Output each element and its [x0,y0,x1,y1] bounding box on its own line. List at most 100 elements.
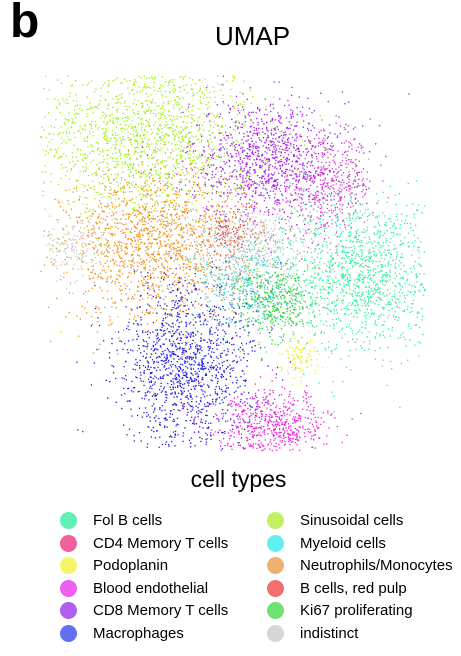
umap-point [249,220,251,222]
umap-point [176,249,179,252]
umap-point [148,176,151,178]
umap-point [279,161,281,163]
umap-point [194,173,197,175]
umap-point [283,156,285,158]
umap-point [181,236,183,239]
umap-point [305,208,307,210]
umap-point [140,187,142,189]
umap-point [243,109,245,111]
umap-point [95,88,97,90]
umap-point [106,242,108,244]
umap-point [104,113,106,115]
umap-point [77,160,79,162]
umap-point [165,121,167,123]
umap-point [113,263,116,265]
umap-point [122,127,124,129]
umap-point [180,227,182,229]
umap-point [369,278,371,280]
umap-point [281,140,284,142]
umap-point [311,125,314,127]
umap-point [206,159,208,161]
umap-point [173,242,175,244]
umap-point [331,223,333,225]
umap-point [155,319,158,321]
umap-point [165,125,167,127]
umap-point [144,208,147,210]
umap-point [299,111,302,113]
umap-point [169,92,171,94]
umap-point [270,143,272,145]
umap-point [409,339,411,341]
umap-point [216,210,218,212]
umap-point [155,170,157,172]
umap-point [380,230,382,232]
umap-point [197,190,199,193]
umap-point [86,217,88,219]
umap-point [163,116,166,118]
umap-point [245,266,247,268]
umap-point [205,213,207,215]
umap-point [167,156,169,159]
umap-point [253,210,255,212]
umap-point [114,243,116,245]
umap-point [162,207,164,209]
umap-point [336,312,338,314]
umap-point [293,139,296,141]
umap-point [350,304,353,306]
umap-point [174,87,176,90]
umap-point [281,148,283,151]
umap-point [308,194,310,196]
umap-point [96,237,98,240]
umap-point [281,165,283,167]
umap-point [45,150,47,152]
umap-point [163,206,166,209]
umap-point [257,259,259,261]
umap-point [95,141,97,144]
umap-point [202,150,204,152]
umap-point [141,261,143,263]
umap-point [326,174,329,176]
umap-point [67,200,69,202]
umap-point [395,315,398,318]
umap-point [293,199,295,201]
umap-point [169,245,171,247]
umap-point [186,225,188,227]
umap-point [223,211,225,213]
umap-point [133,262,135,264]
umap-point [383,324,385,326]
umap-point [210,205,212,207]
umap-point [208,246,210,248]
umap-point [167,103,169,105]
umap-point [159,214,161,217]
umap-point [156,160,158,162]
umap-point [311,153,313,156]
umap-point [320,292,322,294]
umap-point [107,149,110,151]
umap-point [194,263,196,265]
umap-point [141,275,143,277]
umap-point [247,158,249,160]
umap-point [189,141,191,143]
umap-point [349,259,351,261]
umap-point [368,340,371,342]
umap-point [369,118,371,120]
umap-point [235,261,238,263]
umap-point [373,323,376,326]
umap-point [241,170,244,172]
umap-point [186,304,189,306]
umap-point [159,117,162,119]
umap-point [131,298,133,300]
umap-point [100,175,103,177]
umap-point [75,94,77,96]
umap-point [208,215,211,217]
umap-point [97,217,99,219]
umap-point [214,230,216,232]
umap-point [146,259,148,261]
umap-point [173,164,175,166]
umap-point [324,298,326,300]
umap-point [134,294,136,296]
umap-point [115,206,118,208]
umap-point [295,295,297,297]
umap-point [131,264,133,266]
umap-point [46,145,49,148]
